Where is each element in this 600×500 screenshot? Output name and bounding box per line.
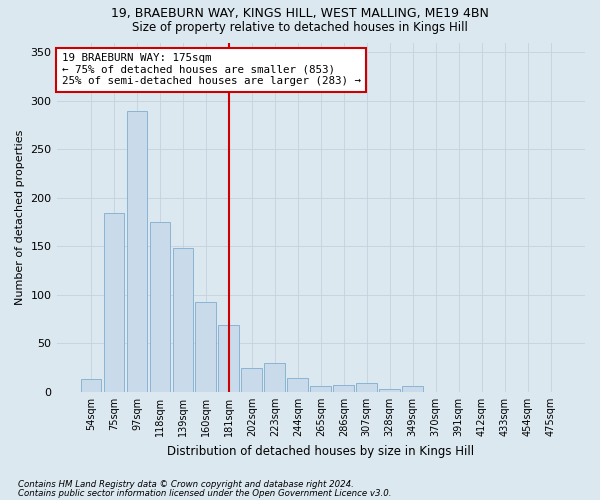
Text: Contains public sector information licensed under the Open Government Licence v3: Contains public sector information licen… [18, 489, 392, 498]
Bar [241, 368, 262, 392]
Y-axis label: Number of detached properties: Number of detached properties [15, 130, 25, 305]
Bar [173, 248, 193, 392]
Bar [403, 386, 423, 392]
Bar [287, 378, 308, 392]
X-axis label: Distribution of detached houses by size in Kings Hill: Distribution of detached houses by size … [167, 444, 475, 458]
Bar [356, 383, 377, 392]
Bar [379, 389, 400, 392]
Bar [104, 214, 124, 392]
Text: Size of property relative to detached houses in Kings Hill: Size of property relative to detached ho… [132, 21, 468, 34]
Bar [218, 325, 239, 392]
Bar [80, 380, 101, 392]
Bar [127, 112, 147, 392]
Bar [310, 386, 331, 392]
Bar [196, 302, 216, 392]
Bar [149, 222, 170, 392]
Bar [265, 363, 285, 392]
Text: Contains HM Land Registry data © Crown copyright and database right 2024.: Contains HM Land Registry data © Crown c… [18, 480, 354, 489]
Bar [334, 385, 354, 392]
Text: 19, BRAEBURN WAY, KINGS HILL, WEST MALLING, ME19 4BN: 19, BRAEBURN WAY, KINGS HILL, WEST MALLI… [111, 8, 489, 20]
Text: 19 BRAEBURN WAY: 175sqm
← 75% of detached houses are smaller (853)
25% of semi-d: 19 BRAEBURN WAY: 175sqm ← 75% of detache… [62, 53, 361, 86]
